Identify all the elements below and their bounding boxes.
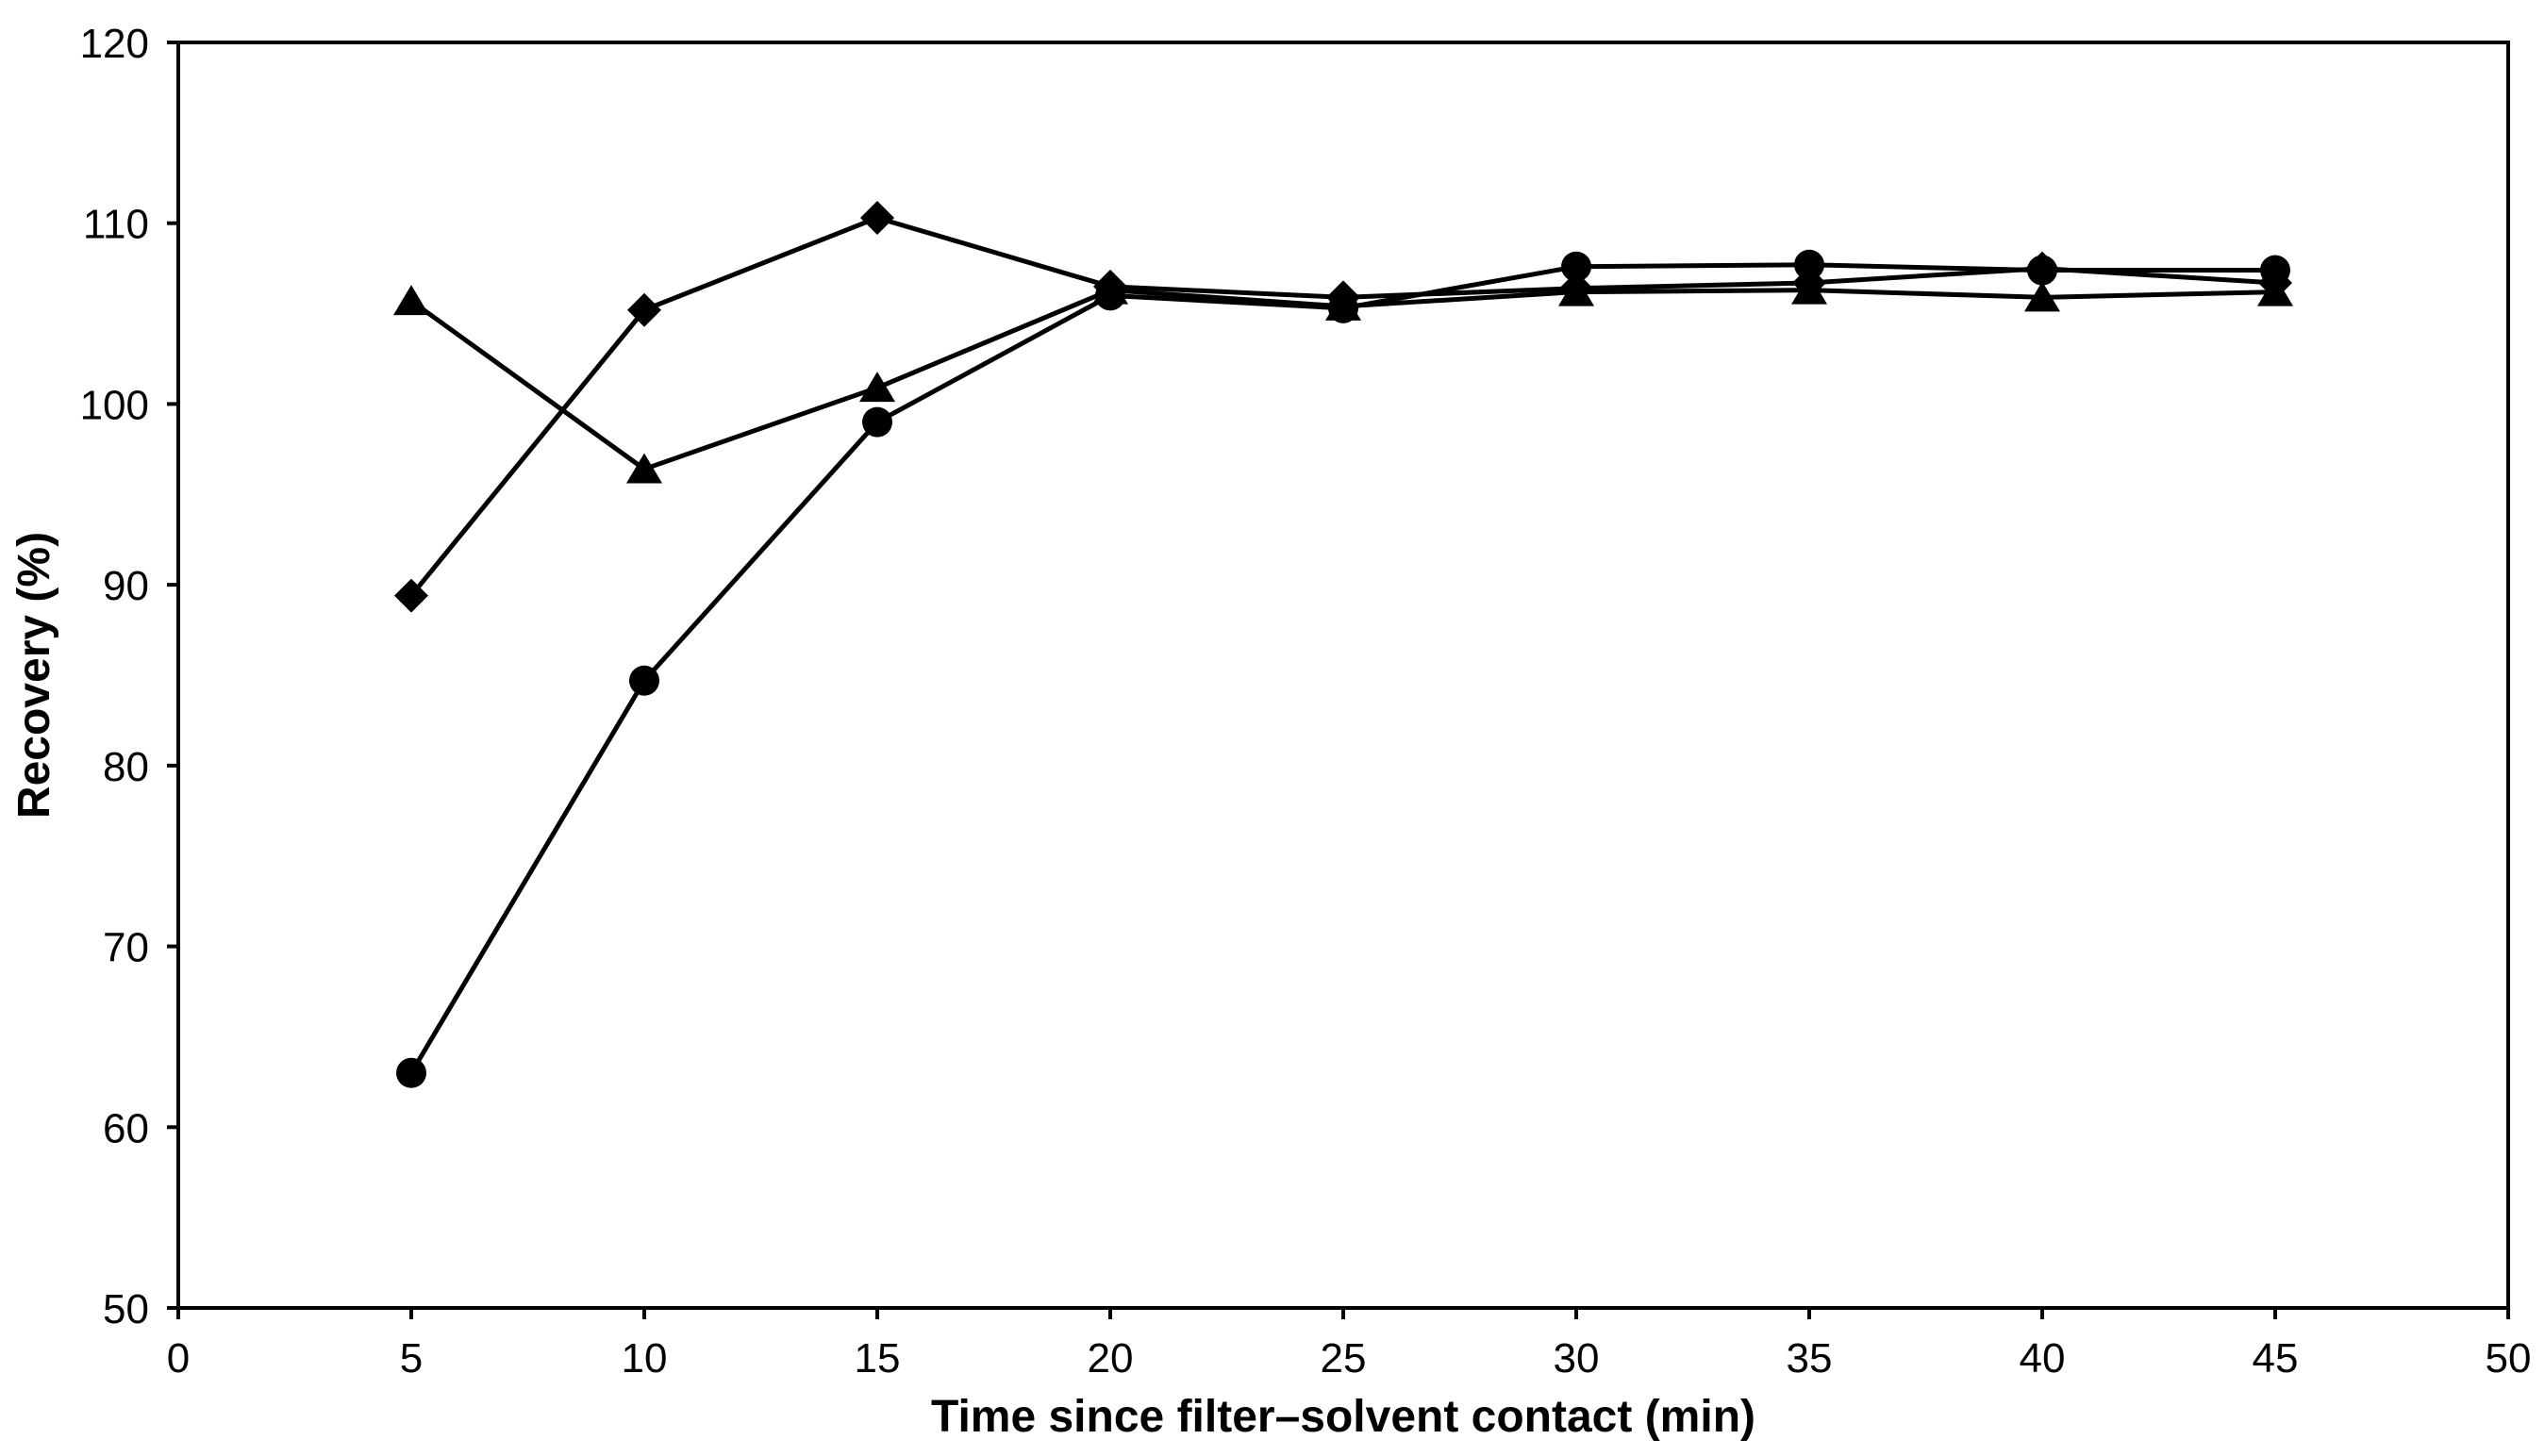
triangle-marker: [393, 285, 429, 316]
x-tick-label: 50: [2486, 1335, 2532, 1382]
triangle-marker: [2024, 281, 2060, 312]
y-tick-label: 60: [103, 1105, 149, 1151]
circle-marker: [1561, 251, 1591, 282]
x-tick-label: 35: [1787, 1335, 1833, 1382]
x-tick-label: 20: [1088, 1335, 1134, 1382]
diamond-series-line: [409, 215, 2276, 598]
circle-marker: [1794, 249, 1824, 280]
triangle-marker: [626, 453, 662, 484]
plot-frame: [176, 41, 2510, 1310]
y-tick-label: 100: [80, 382, 149, 428]
circle-marker: [1328, 292, 1358, 323]
y-tick-label: 80: [103, 744, 149, 790]
circle-marker: [1095, 280, 1125, 311]
diamond-marker: [394, 578, 428, 613]
y-tick-label: 50: [103, 1286, 149, 1332]
triangle-marker: [2257, 275, 2293, 306]
x-tick-label: 40: [2020, 1335, 2066, 1382]
diamond-marker: [860, 200, 894, 235]
circle-marker: [2260, 255, 2290, 286]
y-axis-title: Recovery (%): [9, 532, 59, 819]
circle-marker: [862, 406, 892, 438]
circle-series-line: [408, 262, 2275, 1075]
circle-marker: [629, 665, 659, 696]
circle-marker: [2027, 255, 2057, 286]
x-tick-label: 0: [167, 1335, 190, 1382]
x-tick-label: 25: [1321, 1335, 1367, 1382]
triangle-marker: [1791, 273, 1827, 305]
diamond-marker: [627, 292, 661, 327]
x-tick-label: 30: [1554, 1335, 1600, 1382]
x-tick-label: 5: [400, 1335, 423, 1382]
triangle-marker: [1558, 275, 1594, 306]
x-tick-label: 45: [2253, 1335, 2299, 1382]
triangle-marker: [859, 372, 895, 403]
y-tick-label: 70: [103, 925, 149, 971]
x-tick-label: 15: [855, 1335, 901, 1382]
y-tick-label: 120: [80, 21, 149, 67]
x-axis-title: Time since filter–solvent contact (min): [931, 1392, 1755, 1442]
circle-marker: [396, 1057, 426, 1088]
x-tick-label: 10: [622, 1335, 668, 1382]
y-tick-label: 110: [83, 202, 149, 248]
y-tick-label: 90: [103, 563, 149, 609]
